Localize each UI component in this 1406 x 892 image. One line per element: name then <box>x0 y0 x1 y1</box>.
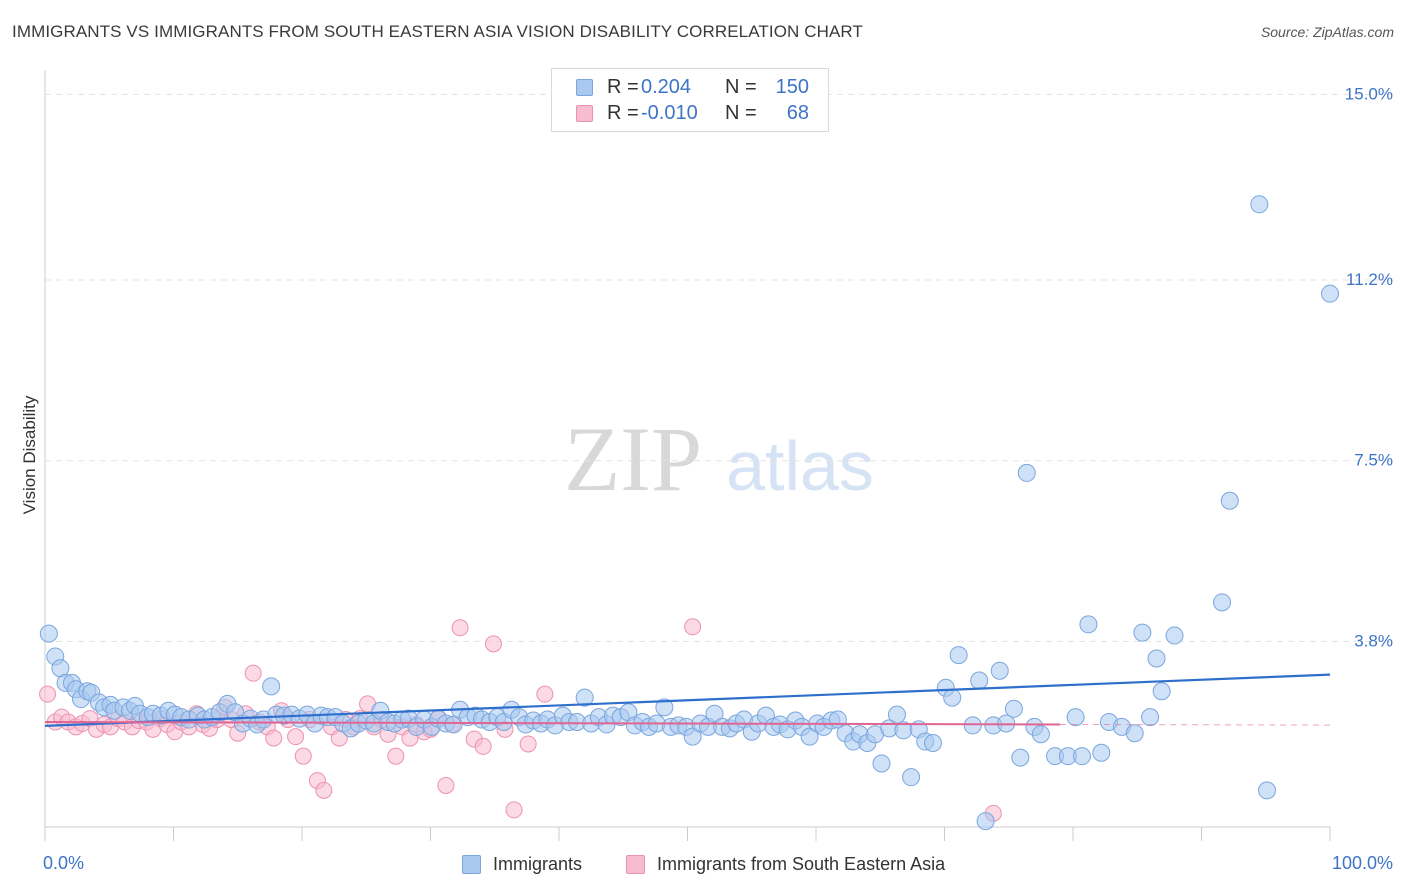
data-point-immigrants <box>1004 699 1023 718</box>
legend-r-value: 0.204 <box>641 75 692 98</box>
data-point-immigrants <box>970 671 989 690</box>
data-point-immigrants <box>1147 649 1166 668</box>
bottom-legend-label: Immigrants <box>493 853 583 874</box>
legend-n-value: 68 <box>786 101 809 124</box>
trend-line-sea <box>44 720 1061 726</box>
data-point-immigrants <box>575 688 594 707</box>
data-point-immigrants <box>923 733 942 752</box>
bottom-legend-swatch-blue <box>462 854 481 874</box>
legend-n-label: N = <box>725 75 757 98</box>
data-point-immigrants <box>976 812 995 831</box>
source-note: Source: ZipAtlas.com <box>1260 24 1394 40</box>
data-point-immigrants <box>872 754 891 773</box>
y-tick-label: 7.5% <box>1354 451 1393 470</box>
data-point-immigrants <box>949 646 968 665</box>
x-tick-label: 0.0% <box>43 853 84 873</box>
y-axis-label: Vision Disability <box>20 395 39 515</box>
data-point-immigrants <box>1092 743 1111 762</box>
data-point-immigrants <box>683 727 702 746</box>
data-point-immigrants <box>963 716 982 735</box>
data-point-sea <box>387 747 405 765</box>
data-point-sea <box>437 776 455 794</box>
legend-row-immigrants: R = 0.204 N = 150 <box>576 75 809 99</box>
watermark: ZIP atlas <box>564 408 874 510</box>
data-point-sea <box>519 735 537 753</box>
chart-title: IMMIGRANTS VS IMMIGRANTS FROM SOUTH EAST… <box>12 22 863 41</box>
watermark-zip: ZIP <box>564 408 702 510</box>
legend-swatch-blue <box>576 78 593 96</box>
data-point-immigrants <box>887 705 906 724</box>
data-point-sea <box>684 618 702 636</box>
bottom-legend-label: Immigrants from South Eastern Asia <box>657 853 946 874</box>
data-point-immigrants <box>39 624 58 643</box>
data-point-immigrants <box>943 688 962 707</box>
data-point-immigrants <box>1031 725 1050 744</box>
data-point-immigrants <box>1072 747 1091 766</box>
data-point-immigrants <box>800 727 819 746</box>
legend-swatch-pink <box>576 104 593 122</box>
data-point-sea <box>39 685 57 703</box>
data-point-immigrants <box>1165 626 1184 645</box>
data-point-immigrants <box>1152 682 1171 701</box>
tick-labels: 3.8% 7.5% 11.2% 15.0% 0.0% 100.0% <box>43 84 1393 873</box>
x-tick-label: 100.0% <box>1332 853 1393 873</box>
legend-n-label: N = <box>725 101 757 124</box>
data-point-sea <box>474 737 492 755</box>
data-point-immigrants <box>1258 781 1277 800</box>
data-point-sea <box>287 728 305 746</box>
y-tick-label: 11.2% <box>1346 270 1393 289</box>
y-tick-label: 3.8% <box>1354 631 1393 650</box>
legend-r-value: -0.010 <box>641 101 698 124</box>
bottom-legend-immigrants: Immigrants <box>462 852 582 876</box>
data-point-sea <box>505 801 523 819</box>
data-point-immigrants <box>1011 748 1030 767</box>
data-point-immigrants <box>1250 195 1269 214</box>
y-tick-label: 15.0% <box>1345 84 1393 103</box>
data-point-immigrants <box>655 698 674 717</box>
data-point-sea <box>484 635 502 653</box>
data-point-immigrants <box>1066 708 1085 727</box>
data-point-immigrants <box>262 677 281 696</box>
data-point-sea <box>265 729 283 747</box>
data-point-sea <box>294 747 312 765</box>
data-point-sea <box>536 685 554 703</box>
data-point-immigrants <box>1133 623 1152 642</box>
data-point-immigrants <box>1213 593 1232 612</box>
watermark-atlas: atlas <box>726 427 874 505</box>
data-point-immigrants <box>1220 491 1239 510</box>
data-point-immigrants <box>1125 724 1144 743</box>
data-point-sea <box>451 619 469 637</box>
trend-lines <box>44 673 1331 728</box>
data-point-immigrants <box>1017 463 1036 482</box>
data-point-sea <box>244 664 262 682</box>
data-point-immigrants <box>990 661 1009 680</box>
data-point-sea <box>315 781 333 799</box>
data-point-immigrants <box>902 768 921 787</box>
correlation-legend: R = 0.204 N = 150 R = -0.010 N = 68 <box>551 68 829 132</box>
legend-row-sea: R = -0.010 N = 68 <box>576 101 809 125</box>
bottom-legend-swatch-pink <box>626 854 645 874</box>
data-point-immigrants <box>705 704 724 723</box>
gridlines <box>45 93 1395 642</box>
legend-n-value: 150 <box>775 75 809 98</box>
data-point-immigrants <box>1141 708 1160 727</box>
legend-r-label: R = <box>607 101 639 124</box>
data-point-immigrants <box>1079 615 1098 634</box>
legend-r-label: R = <box>607 75 639 98</box>
trend-line-sea-extension <box>1060 723 1331 726</box>
bottom-legend-sea: Immigrants from South Eastern Asia <box>626 852 945 876</box>
data-point-immigrants <box>1321 284 1339 303</box>
trend-line-immigrants <box>44 673 1331 728</box>
